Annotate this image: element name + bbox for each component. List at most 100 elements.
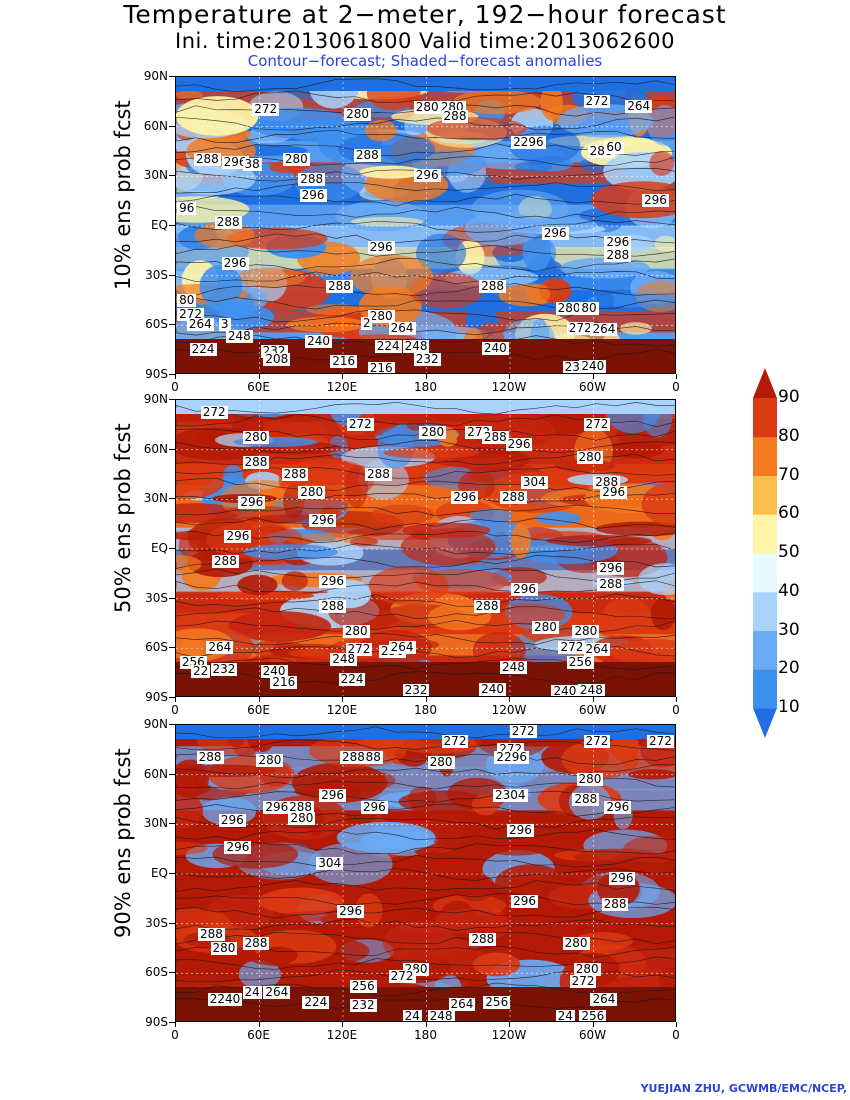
lat-tick-mark — [169, 823, 175, 825]
lon-tick-label: 120E — [326, 703, 358, 717]
contour-label: 224 — [374, 338, 402, 353]
contour-label: 288 — [287, 799, 314, 814]
contour-label: 280 — [555, 300, 583, 315]
lon-tick-label: 180 — [414, 380, 437, 394]
contour-label: 288 — [193, 151, 221, 166]
contour-label: 280 — [576, 449, 604, 464]
lon-tick-mark — [676, 374, 677, 379]
contour-label: 296 — [263, 799, 291, 814]
lon-tick-mark — [258, 697, 260, 702]
contour-label: 296 — [299, 188, 327, 203]
time-subtitle: Ini. time:2013061800 Valid time:20130626… — [175, 29, 675, 53]
contour-label: 272 — [569, 973, 597, 988]
lat-tick-mark — [169, 448, 175, 450]
contour-label: 296 — [337, 904, 365, 919]
contour-label: 240 — [260, 663, 288, 678]
contour-label: 296 — [604, 234, 632, 249]
contour-label: 296 — [600, 484, 628, 499]
contour-label: 264 — [388, 320, 416, 335]
lat-tick-mark — [169, 498, 175, 500]
contour-label: 272 — [388, 968, 416, 983]
contour-label: 296 — [319, 574, 346, 589]
lon-tick-label: 0 — [171, 380, 179, 394]
lat-tick-label: 90S — [145, 1015, 168, 1029]
contour-label: 288 — [365, 466, 392, 481]
lon-tick-label: 60W — [578, 1028, 607, 1042]
contour-label: 296 — [319, 788, 346, 803]
contour-label: 24 — [242, 985, 262, 1000]
lon-tick-mark — [342, 697, 343, 702]
contour-label: 264 — [263, 985, 291, 1000]
contour-label: 296 — [238, 494, 266, 509]
contour-label: 2304 — [493, 788, 528, 803]
contour-label: 296 — [608, 870, 636, 885]
contour-label: 296 — [224, 839, 252, 854]
forecast-panel-3: 90% ens prob fcst 288 280 288 88 272 272 272 280… — [0, 717, 850, 1046]
contour-label: 240 — [579, 358, 607, 373]
contour-label: 272 — [558, 640, 586, 655]
lon-tick-mark — [175, 374, 176, 379]
contour-label: 264 — [583, 641, 611, 656]
contour-label: 296 — [360, 799, 388, 814]
lon-tick-label: 0 — [672, 703, 680, 717]
contour-label: 248 — [225, 328, 253, 343]
contour-label: 272 — [177, 307, 205, 322]
contour-label: 296 — [597, 560, 625, 575]
contour-label: 272 — [647, 733, 674, 748]
lon-tick-label: 60E — [247, 380, 270, 394]
contour-label: 288 — [298, 171, 326, 186]
lat-tick-mark — [169, 773, 175, 775]
lat-tick-mark — [169, 724, 175, 725]
forecast-panel-2: 50% ens prob fcst 272 272 280 280 272 288 296 27… — [0, 392, 850, 721]
contour-label: 256 — [566, 655, 594, 670]
lat-tick-label: 60N — [143, 118, 168, 133]
lon-tick-label: 0 — [171, 703, 179, 717]
colorbar-graphic — [753, 368, 777, 738]
contour-label: 96 — [177, 201, 197, 216]
colorbar-tick-label: 60 — [778, 503, 800, 524]
lon-tick-mark — [509, 1022, 510, 1027]
contour-label: 280 — [342, 623, 370, 638]
contour-label: 296 — [221, 155, 249, 170]
contour-label: 2296 — [494, 750, 529, 765]
contour-label: 272 — [346, 416, 374, 431]
contour-label: 296 — [413, 168, 441, 183]
contour-label: 248 — [427, 1009, 455, 1022]
colorbar-segment — [753, 591, 777, 631]
colorbar-segment — [753, 514, 777, 554]
contour-label: 288 — [604, 247, 632, 262]
lat-tick-mark — [169, 125, 175, 127]
contour-label: 2 — [360, 315, 373, 330]
contour-label: 3 — [218, 317, 231, 332]
contour-label: 280 — [256, 753, 284, 768]
lon-tick-mark — [676, 697, 677, 702]
contour-label: 224 — [302, 995, 330, 1010]
lat-tick-mark — [169, 548, 175, 549]
lat-tick-mark — [169, 972, 175, 974]
contour-label: 264 — [186, 317, 214, 332]
contour-label: 296 — [451, 489, 479, 504]
contour-label: 288 — [326, 279, 353, 294]
contour-label: 240 — [479, 681, 507, 696]
lat-tick-label: 90N — [143, 392, 168, 406]
lat-tick-mark — [169, 175, 175, 177]
lat-tick-mark — [169, 922, 175, 924]
contour-label: 296 — [367, 239, 395, 254]
lon-tick-label: 120W — [491, 380, 527, 394]
contour-label: 296 — [511, 894, 539, 909]
contour-label: 280 — [298, 484, 326, 499]
contour-label: 288 — [479, 279, 507, 294]
contour-label: 296 — [218, 813, 246, 828]
lon-tick-mark — [425, 1022, 427, 1027]
contour-label: 240 — [305, 333, 333, 348]
contour-label: 272 — [441, 733, 469, 748]
contour-label: 264 — [448, 996, 476, 1011]
contour-label: 264 — [590, 991, 618, 1006]
colorbar-tick-label: 80 — [778, 425, 800, 446]
contour-label: 296 — [309, 512, 337, 527]
colorbar-tick-label: 90 — [778, 387, 800, 407]
lon-tick-label: 60E — [247, 703, 270, 717]
lat-tick-label: 90N — [143, 69, 168, 83]
lat-tick-mark — [169, 274, 175, 276]
contour-label: 280 — [576, 771, 604, 786]
